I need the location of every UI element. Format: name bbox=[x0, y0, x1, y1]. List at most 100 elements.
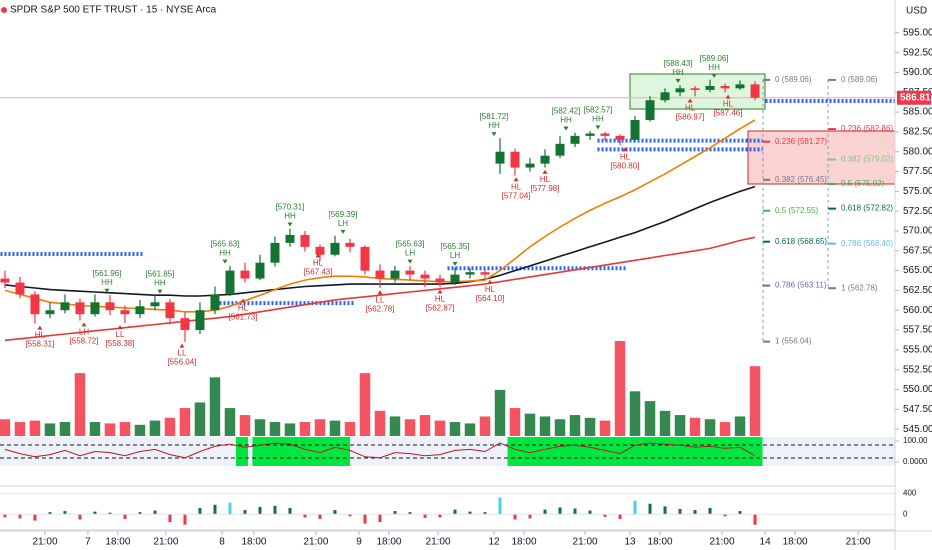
histogram-bar bbox=[168, 514, 172, 523]
pivot-label: HL bbox=[435, 295, 446, 304]
moving-average bbox=[4, 236, 756, 342]
pivot-label: LH bbox=[450, 251, 460, 260]
y-tick-label: 572.50 bbox=[903, 206, 932, 217]
y-tick-label: 550.00 bbox=[903, 384, 932, 395]
histogram-bar bbox=[198, 507, 202, 515]
volume-bar bbox=[44, 423, 56, 436]
pivot-marker bbox=[81, 322, 87, 327]
y-tick-label: 547.50 bbox=[903, 404, 932, 415]
plot: 545.00 547.50 550.00 552.50 555.00 557.50 560.… bbox=[0, 27, 932, 548]
fib-label: 0.236 (582.86) bbox=[841, 124, 893, 133]
pivot-marker bbox=[491, 132, 497, 137]
histogram-bar bbox=[378, 514, 382, 523]
pivot-price: [587.46] bbox=[714, 109, 743, 118]
y-tick-label: 567.50 bbox=[903, 245, 932, 256]
pivot-label: HH bbox=[101, 278, 113, 287]
y-tick-label: 577.50 bbox=[903, 166, 932, 177]
pivot-price: [570.31] bbox=[276, 203, 305, 212]
histogram-bar bbox=[453, 509, 457, 515]
pivot-price: [558.38] bbox=[106, 339, 135, 348]
candle-body bbox=[30, 294, 40, 315]
histogram-bar bbox=[423, 514, 427, 518]
histogram-bar bbox=[48, 512, 52, 515]
volume-bar bbox=[614, 341, 626, 436]
x-tick-label: 8 bbox=[219, 537, 225, 548]
hist-tick-label: 0 bbox=[903, 509, 908, 518]
fib-label: 0.786 (568.40) bbox=[841, 239, 893, 248]
x-tick-label: 12 bbox=[488, 537, 500, 548]
candle-body bbox=[570, 135, 580, 144]
volume-bar bbox=[404, 419, 416, 436]
x-tick-label: 9 bbox=[356, 537, 362, 548]
pivot-price: [562.78] bbox=[366, 304, 395, 313]
histogram-bar bbox=[153, 510, 157, 515]
candle-body bbox=[300, 234, 310, 247]
histogram-bar bbox=[78, 514, 82, 520]
pivot-marker bbox=[37, 325, 43, 330]
histogram-bar bbox=[33, 514, 37, 521]
candle-body bbox=[270, 242, 280, 263]
histogram-bar bbox=[273, 505, 277, 515]
volume-bar bbox=[284, 423, 296, 436]
pivot-label: HH bbox=[672, 68, 684, 77]
histogram-bar bbox=[183, 514, 187, 525]
histogram-bar bbox=[363, 514, 367, 524]
volume-bar bbox=[539, 416, 551, 436]
pivot-price: [558.72] bbox=[70, 336, 99, 345]
volume-bar bbox=[434, 420, 446, 436]
volume-bar bbox=[689, 417, 701, 436]
x-tick-label: 13 bbox=[625, 537, 637, 548]
pivot-label: LL bbox=[116, 330, 125, 339]
pivot-marker bbox=[157, 289, 163, 294]
volume-bar bbox=[239, 415, 251, 436]
histogram-bar bbox=[468, 511, 472, 515]
volume-bar bbox=[104, 423, 116, 436]
volume-bar bbox=[119, 422, 131, 436]
histogram-bar bbox=[393, 511, 397, 515]
candle-body bbox=[735, 84, 745, 89]
volume-bar bbox=[569, 415, 581, 436]
last-price-label: 586.81 bbox=[900, 92, 931, 103]
pivot-price: [565.35] bbox=[441, 242, 470, 251]
volume-bar bbox=[584, 417, 596, 436]
x-tick-label: 14 bbox=[760, 537, 772, 548]
histogram-bar bbox=[498, 497, 502, 515]
volume-bar bbox=[179, 408, 191, 436]
histogram-bar bbox=[138, 512, 142, 515]
y-tick-label: 560.00 bbox=[903, 305, 932, 316]
pivot-label: HL bbox=[620, 152, 631, 161]
pivot-marker bbox=[117, 325, 123, 330]
fib-label: 0.786 (563.11) bbox=[775, 281, 827, 290]
pivot-label: HL bbox=[685, 104, 696, 113]
volume-bar bbox=[329, 420, 341, 436]
volume-bar bbox=[299, 422, 311, 436]
x-tick-label: 18:00 bbox=[783, 537, 808, 548]
volume-bar bbox=[149, 420, 161, 436]
x-tick-label: 18:00 bbox=[376, 537, 401, 548]
pivot-price: [582.57] bbox=[584, 105, 613, 114]
y-tick-label: 562.50 bbox=[903, 285, 932, 296]
pivot-price: [588.43] bbox=[664, 59, 693, 68]
pivot-marker bbox=[377, 290, 383, 295]
histogram-bar bbox=[738, 511, 742, 515]
pivot-price: [561.85] bbox=[145, 270, 174, 279]
candle-body bbox=[510, 151, 520, 168]
pivot-label: HH bbox=[560, 116, 572, 125]
histogram-bar bbox=[438, 514, 442, 518]
histogram-bar bbox=[288, 507, 292, 515]
pivot-label: HL bbox=[540, 175, 551, 184]
volume-bar bbox=[494, 389, 506, 436]
pivot-marker bbox=[725, 94, 731, 99]
pivot-price: [567.43] bbox=[304, 267, 333, 276]
histogram-bar bbox=[333, 510, 337, 515]
histogram-bar bbox=[513, 514, 517, 520]
candle-body bbox=[705, 85, 715, 90]
x-tick-label: 18:00 bbox=[648, 537, 673, 548]
candle-body bbox=[120, 310, 130, 315]
pivot-price: [556.04] bbox=[168, 358, 197, 367]
histogram-bar bbox=[558, 507, 562, 515]
histogram-bar bbox=[573, 508, 577, 515]
candle-body bbox=[465, 272, 475, 275]
pivot-price: [586.97] bbox=[676, 113, 705, 122]
volume-bar bbox=[224, 408, 236, 436]
